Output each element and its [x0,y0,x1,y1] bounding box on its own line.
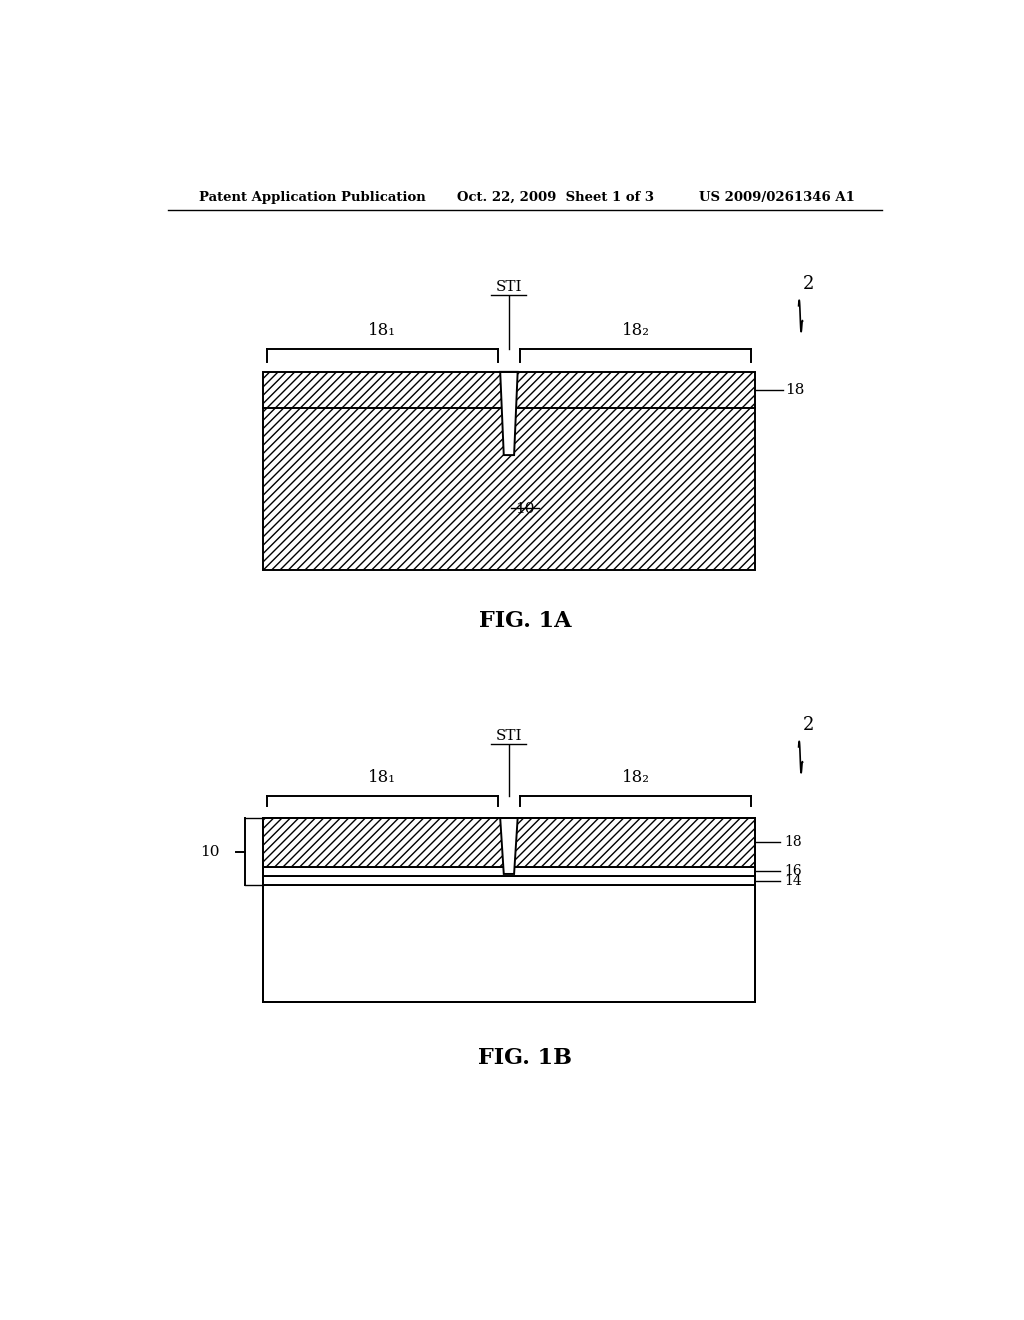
Bar [263,372,755,408]
Text: Patent Application Publication: Patent Application Publication [200,190,426,203]
Text: Oct. 22, 2009  Sheet 1 of 3: Oct. 22, 2009 Sheet 1 of 3 [458,190,654,203]
Text: 18₂: 18₂ [622,768,649,785]
Text: STI: STI [496,280,522,293]
Text: 14: 14 [784,874,802,887]
Text: 10: 10 [515,502,535,516]
Bar [263,372,755,408]
Bar [263,818,755,867]
Bar [263,818,755,867]
Bar [263,408,755,570]
Text: STI: STI [496,729,522,743]
Text: US 2009/0261346 A1: US 2009/0261346 A1 [699,190,855,203]
Text: 16: 16 [784,865,802,878]
Text: 18₂: 18₂ [622,322,649,339]
Text: FIG. 1B: FIG. 1B [478,1047,571,1069]
Text: 18₁: 18₁ [369,768,396,785]
Polygon shape [500,372,518,455]
Text: 10: 10 [200,845,219,858]
Bar [263,876,755,886]
Bar [263,867,755,876]
Text: 2: 2 [803,715,814,734]
Bar [263,408,755,570]
Text: 18: 18 [785,383,805,397]
Bar [263,372,755,570]
Text: 2: 2 [803,275,814,293]
Bar [263,886,755,1002]
Text: FIG. 1A: FIG. 1A [478,610,571,632]
Text: 18₁: 18₁ [369,322,396,339]
Text: 18: 18 [784,836,802,850]
Polygon shape [500,818,518,874]
